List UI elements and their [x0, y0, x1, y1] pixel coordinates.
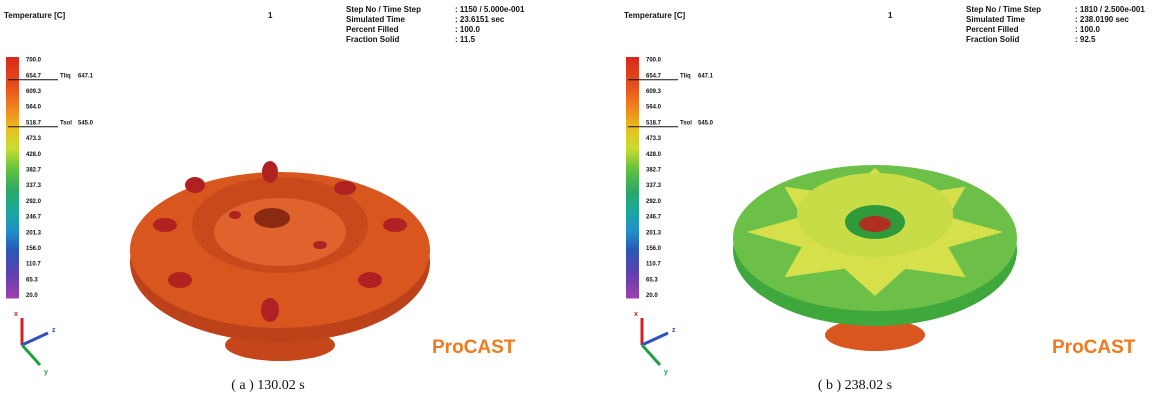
legend-label: 609.3 — [646, 89, 662, 95]
legend-label: 700.0 — [646, 58, 662, 64]
axis-label: x — [14, 311, 18, 318]
legend-label: 428.0 — [646, 152, 662, 158]
threshold-label: Tsol — [680, 120, 692, 126]
figure: Temperature [C] 1 Step No / Time Step : 115… — [0, 0, 1167, 399]
threshold-label: Tsol — [60, 120, 72, 126]
frame-index: 1 — [888, 11, 893, 20]
info-label: Step No / Time Step — [346, 5, 421, 14]
info-value: : 1150 / 5.000e-001 — [455, 5, 525, 14]
frame-index: 1 — [268, 11, 273, 20]
legend-label: 156.0 — [26, 246, 42, 252]
info-label: Simulated Time — [346, 15, 406, 24]
legend-label: 20.0 — [26, 293, 38, 299]
panel-a: Temperature [C] 1 Step No / Time Step : 115… — [4, 5, 525, 393]
info-value: : 100.0 — [455, 25, 480, 34]
legend-label: 20.0 — [646, 293, 658, 299]
info-value: : 100.0 — [1075, 25, 1100, 34]
color-bar — [6, 57, 19, 299]
legend-label: 382.7 — [646, 167, 662, 173]
info-label: Fraction Solid — [346, 35, 399, 44]
legend-label: 473.3 — [26, 136, 42, 142]
caption: ( a ) 130.02 s — [231, 378, 305, 393]
info-label: Step No / Time Step — [966, 5, 1041, 14]
legend-label: 110.7 — [26, 262, 41, 268]
axis-label: z — [672, 327, 676, 334]
logo: ProCAST — [432, 337, 516, 358]
axis-z — [22, 333, 48, 345]
legend-label: 518.7 — [26, 120, 42, 126]
legend-label: 337.3 — [26, 183, 42, 189]
info-value: : 92.5 — [1075, 35, 1096, 44]
legend-label: 654.7 — [646, 73, 662, 79]
threshold-value: 545.0 — [698, 120, 714, 126]
legend-label: 201.3 — [26, 230, 42, 236]
legend-label: 654.7 — [26, 73, 42, 79]
info-value: : 238.0190 sec — [1075, 15, 1129, 24]
axis-label: x — [634, 311, 638, 318]
threshold-label: Tliq — [60, 73, 71, 79]
legend-label: 292.0 — [646, 199, 662, 205]
legend-label: 65.3 — [26, 277, 38, 283]
legend-label: 518.7 — [646, 120, 662, 126]
legend-label: 337.3 — [646, 183, 662, 189]
legend-label: 609.3 — [26, 89, 42, 95]
legend-label: 65.3 — [646, 277, 658, 283]
info-label: Fraction Solid — [966, 35, 1019, 44]
info-label: Simulated Time — [966, 15, 1026, 24]
axis-label: z — [52, 327, 56, 334]
legend-label: 156.0 — [646, 246, 662, 252]
legend-label: 700.0 — [26, 58, 42, 64]
threshold-value: 647.1 — [78, 73, 94, 79]
legend-label: 428.0 — [26, 152, 42, 158]
info-value: : 11.5 — [455, 35, 476, 44]
info-label: Percent Filled — [966, 25, 1019, 34]
threshold-value: 647.1 — [698, 73, 714, 79]
axis-label: y — [664, 369, 668, 376]
axis-y — [22, 345, 40, 365]
info-value: : 23.6151 sec — [455, 15, 505, 24]
axis-label: y — [44, 369, 48, 376]
legend-label: 564.0 — [646, 105, 662, 111]
info-label: Percent Filled — [346, 25, 399, 34]
caption: ( b ) 238.02 s — [818, 378, 892, 393]
legend-label: 292.0 — [26, 199, 42, 205]
axis-y — [642, 345, 660, 365]
legend-label: 564.0 — [26, 105, 42, 111]
legend-label: 110.7 — [646, 262, 661, 268]
legend-title: Temperature [C] — [624, 11, 686, 20]
legend-label: 473.3 — [646, 136, 662, 142]
info-value: : 1810 / 2.500e-001 — [1075, 5, 1145, 14]
legend-title: Temperature [C] — [4, 11, 66, 20]
legend-label: 246.7 — [26, 215, 42, 221]
legend-label: 201.3 — [646, 230, 662, 236]
logo: ProCAST — [1052, 337, 1136, 358]
threshold-value: 545.0 — [78, 120, 94, 126]
legend-label: 246.7 — [646, 215, 662, 221]
panel-b: Temperature [C] 1 Step No / Time Step : 181… — [624, 5, 1145, 393]
threshold-label: Tliq — [680, 73, 691, 79]
color-bar — [626, 57, 639, 299]
axis-z — [642, 333, 668, 345]
legend-label: 382.7 — [26, 167, 42, 173]
